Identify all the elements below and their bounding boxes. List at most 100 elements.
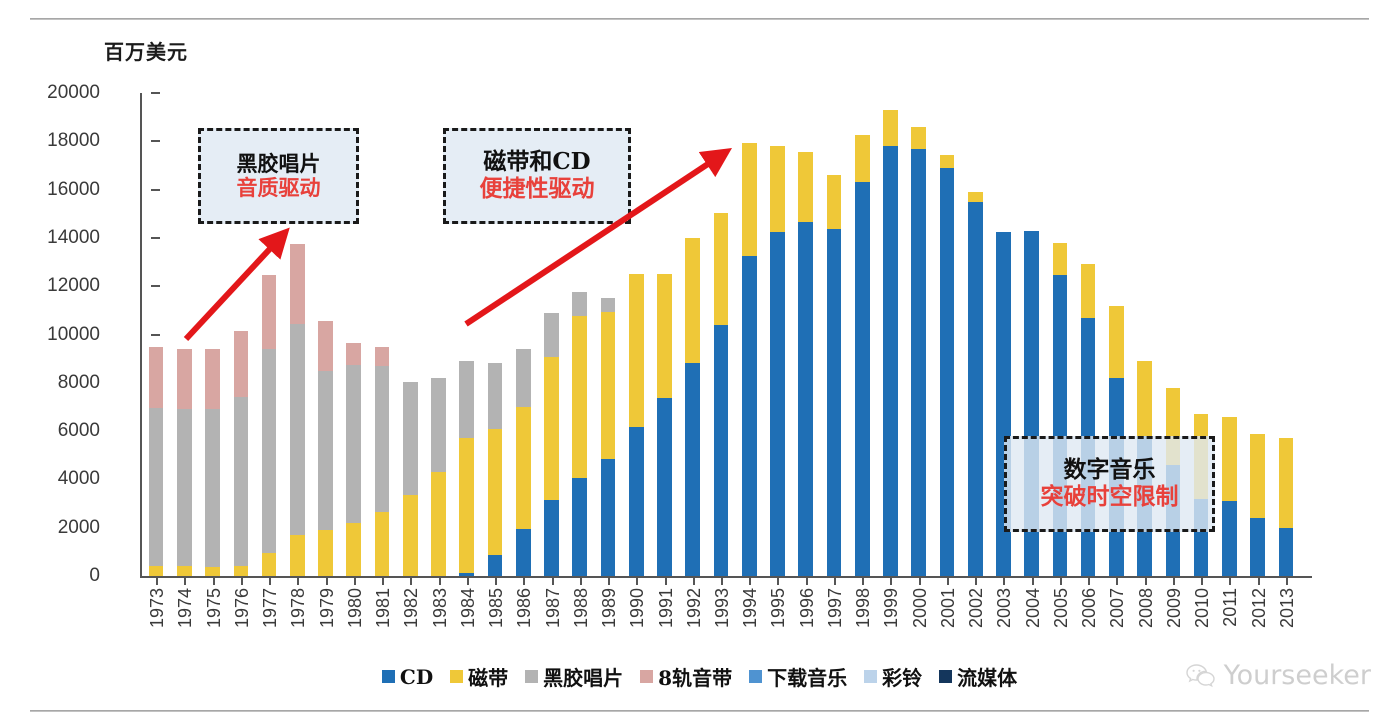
bar-1990: [628, 93, 644, 576]
bar-1982: [402, 93, 418, 576]
x-axis-tick: [325, 578, 328, 585]
bar-1975: [205, 93, 220, 576]
legend-item-0[interactable]: CD: [381, 664, 434, 689]
y-axis-tick: [151, 285, 160, 288]
bar-segment: [233, 565, 249, 576]
bar-1973: [148, 93, 164, 576]
bar-2012: [1250, 93, 1265, 576]
x-axis-tick: [523, 578, 526, 585]
bar-1994: [741, 93, 757, 576]
x-axis-tick: [777, 578, 780, 585]
y-axis-tick: [151, 236, 160, 239]
bar-1996: [798, 93, 814, 576]
arrow-vinyl-icon: [183, 227, 290, 342]
x-axis-tick: [184, 578, 187, 585]
bar-segment: [289, 323, 305, 535]
x-axis-tick: [975, 578, 978, 585]
x-axis-tick: [1088, 578, 1091, 585]
bar-segment: [544, 357, 559, 500]
bar-segment: [883, 109, 898, 147]
bar-segment: [459, 361, 475, 439]
bar-segment: [600, 311, 616, 459]
bar-1983: [431, 93, 446, 576]
legend-item-4[interactable]: 下载音乐: [749, 662, 847, 691]
annotation-digital-era: 数字音乐 突破时空限制: [1004, 436, 1215, 532]
x-axis-line: [140, 576, 1312, 578]
x-axis-tick: [692, 578, 695, 585]
x-axis-tick: [1059, 578, 1062, 585]
bar-segment: [177, 348, 192, 410]
bar-segment: [346, 342, 362, 365]
annotation-cassette-cd-era: 磁带和CD 便捷性驱动: [443, 128, 631, 224]
x-axis-tick: [1285, 578, 1288, 585]
bar-segment: [544, 312, 559, 358]
bar-1997: [826, 93, 842, 576]
bar-segment: [261, 348, 277, 554]
legend-swatch-icon: [864, 670, 878, 683]
bar-1984: [459, 93, 475, 576]
bar-1981: [374, 93, 390, 576]
bar-segment: [685, 237, 701, 364]
legend-label: 8轨音带: [658, 666, 733, 690]
bar-segment: [1222, 416, 1237, 502]
bar-segment: [628, 274, 644, 428]
annotation-line2: 便捷性驱动: [479, 175, 595, 202]
bar-1985: [487, 93, 503, 576]
y-axis-tick-label: 4000: [57, 468, 100, 490]
bar-segment: [374, 346, 390, 366]
legend-label: 磁带: [468, 666, 509, 690]
bar-segment: [854, 135, 870, 183]
legend-swatch-icon: [640, 670, 654, 683]
annotation-line2: 突破时空限制: [1040, 483, 1179, 510]
x-axis-tick: [551, 578, 554, 585]
bar-segment: [911, 126, 927, 149]
legend-item-1[interactable]: 磁带: [450, 662, 508, 691]
annotation-line2: 音质驱动: [236, 175, 321, 200]
x-axis-tick: [890, 578, 893, 585]
legend-label: 下载音乐: [767, 666, 848, 690]
bar-segment: [798, 222, 814, 576]
legend-item-6[interactable]: 流媒体: [939, 662, 1017, 691]
bar-segment: [289, 243, 305, 324]
bar-segment: [289, 534, 305, 576]
bar-1980: [346, 93, 362, 576]
x-axis-tick: [410, 578, 413, 585]
legend-item-2[interactable]: 黑胶唱片: [525, 662, 623, 691]
bar-segment: [261, 275, 277, 349]
y-axis-line: [140, 93, 142, 578]
bar-segment: [205, 566, 220, 576]
bar-1986: [515, 93, 531, 576]
x-axis-tick: [1201, 578, 1204, 585]
watermark: Yourseeker: [1185, 660, 1371, 691]
y-axis-tick-label: 20000: [47, 82, 100, 103]
bar-segment: [1250, 518, 1265, 576]
x-axis-tick: [805, 578, 808, 585]
legend-label: CD: [399, 664, 434, 689]
annotation-line1: 磁带和CD: [483, 148, 591, 176]
bar-segment: [515, 406, 531, 529]
y-axis-tick: [151, 188, 160, 191]
y-axis-tick-label: 10000: [47, 323, 100, 345]
bar-segment: [657, 398, 672, 576]
bar-segment: [600, 298, 616, 312]
legend-item-3[interactable]: 8轨音带: [640, 662, 732, 691]
legend-item-5[interactable]: 彩铃: [864, 662, 922, 691]
annotation-vinyl-era: 黑胶唱片 音质驱动: [198, 128, 359, 224]
legend-label: 黑胶唱片: [543, 666, 624, 690]
bar-1999: [883, 93, 898, 576]
x-axis-tick: [1257, 578, 1260, 585]
bar-segment: [431, 377, 446, 473]
bar-segment: [572, 478, 588, 576]
y-axis: 0 2000 4000 6000 8000 10000 12000 14000 16000 180…: [20, 0, 160, 728]
x-axis-tick: [664, 578, 667, 585]
bar-segment: [205, 348, 220, 410]
x-axis-tick: [353, 578, 356, 585]
bar-1992: [685, 93, 701, 576]
y-axis-tick-label: 8000: [57, 371, 100, 393]
bar-segment: [177, 409, 192, 567]
bar-segment: [233, 397, 249, 566]
bar-2013: [1278, 93, 1294, 576]
bar-segment: [459, 573, 475, 576]
bar-segment: [1137, 361, 1152, 436]
